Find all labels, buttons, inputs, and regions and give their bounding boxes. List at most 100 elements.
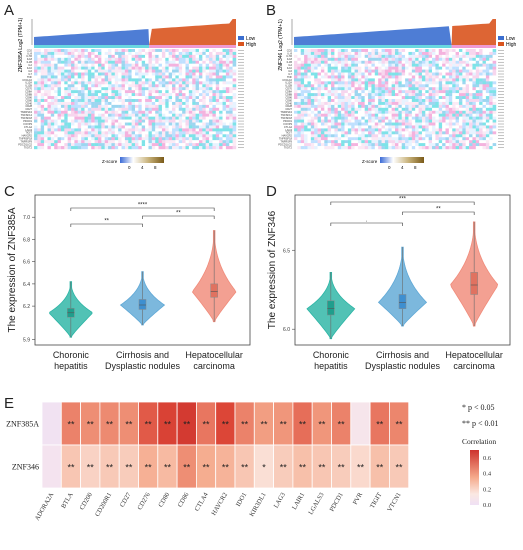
heatmap-cell xyxy=(418,128,423,132)
heatmap-cell xyxy=(425,143,429,147)
heatmap-cell xyxy=(168,113,173,117)
heatmap-cell xyxy=(60,69,65,73)
heatmap-cell xyxy=(428,81,433,85)
heatmap-cell xyxy=(391,81,396,85)
heatmap-cell xyxy=(438,63,443,67)
heatmap-cell xyxy=(131,119,136,123)
heatmap-cell xyxy=(232,113,237,117)
heatmap-cell xyxy=(445,81,450,85)
heatmap-cell xyxy=(81,87,85,91)
heatmap-cell xyxy=(492,140,497,144)
heatmap-cell xyxy=(71,125,75,129)
heatmap-cell xyxy=(354,113,359,117)
heatmap-cell xyxy=(60,96,65,100)
heatmap-cell xyxy=(212,49,216,53)
heatmap-cell xyxy=(442,143,446,147)
heatmap-cell xyxy=(64,113,68,117)
heatmap-cell xyxy=(111,125,115,129)
heatmap-cell xyxy=(40,113,45,117)
significance-note: * p < 0.05 xyxy=(462,403,495,412)
heatmap-cell xyxy=(479,60,483,64)
heatmap-cell xyxy=(219,113,223,117)
heatmap-cell xyxy=(398,125,402,129)
heatmap-cell xyxy=(415,99,419,103)
heatmap-cell xyxy=(317,134,322,138)
heatmap-cell xyxy=(344,93,349,97)
heatmap-cell xyxy=(324,66,328,70)
heatmap-cell xyxy=(97,69,102,73)
heatmap-cell xyxy=(34,49,38,53)
heatmap-cell xyxy=(128,134,132,138)
heatmap-cell xyxy=(415,134,419,138)
heatmap-cell xyxy=(135,93,139,97)
heatmap-cell xyxy=(401,104,406,109)
heatmap-cell xyxy=(455,134,460,138)
heatmap-cell xyxy=(307,134,312,138)
heatmap-cell xyxy=(101,54,105,59)
heatmap-cell xyxy=(485,78,490,82)
heatmap-cell xyxy=(148,75,153,79)
heatmap-cell xyxy=(155,78,159,82)
legend-colorbar xyxy=(470,450,479,505)
heatmap-cell xyxy=(54,99,58,103)
heatmap-cell xyxy=(114,54,119,59)
significance-bracket xyxy=(330,201,475,205)
heatmap-cell xyxy=(331,113,335,117)
heatmap-cell xyxy=(202,128,206,132)
heatmap-cell xyxy=(74,63,78,67)
heatmap-cell xyxy=(131,137,136,141)
heatmap-cell xyxy=(357,63,362,67)
heatmap-cell xyxy=(198,60,203,64)
heatmap-cell xyxy=(378,110,382,114)
heatmap-cell xyxy=(344,134,349,138)
significance-stars: ** xyxy=(299,463,307,473)
heatmap-cell xyxy=(354,54,359,59)
heatmap-cell xyxy=(421,66,426,70)
heatmap-cell xyxy=(331,93,335,97)
heatmap-cell xyxy=(438,131,443,135)
heatmap-cell xyxy=(219,84,223,88)
heatmap-cell xyxy=(458,146,463,150)
heatmap-cell xyxy=(354,63,359,67)
heatmap-cell xyxy=(195,125,200,129)
significance-stars: ** xyxy=(164,420,172,430)
heatmap-cell xyxy=(108,101,112,106)
high-expression-area xyxy=(149,19,236,45)
heatmap-cell xyxy=(34,90,38,94)
heatmap-cell xyxy=(91,81,95,85)
zscore-tick-4: 4 xyxy=(141,165,144,170)
heatmap-cell xyxy=(182,87,186,91)
heatmap-cell xyxy=(91,93,95,97)
panel-b-legend: Low High xyxy=(498,36,517,48)
heatmap-cell xyxy=(435,63,439,67)
heatmap-cell xyxy=(114,122,119,126)
heatmap-cell xyxy=(327,104,332,109)
heatmap-cell xyxy=(87,78,92,82)
heatmap-cell xyxy=(212,137,216,141)
heatmap-cell xyxy=(482,54,487,59)
heatmap-cell xyxy=(327,87,332,91)
heatmap-cell xyxy=(472,99,476,103)
heatmap-cell xyxy=(161,63,166,67)
heatmap-cell xyxy=(172,84,176,88)
heatmap-cell xyxy=(475,96,480,100)
heatmap-cell xyxy=(421,57,426,61)
heatmap-cell xyxy=(60,63,65,67)
heatmap-cell xyxy=(391,69,396,73)
heatmap-cell xyxy=(435,66,439,70)
heatmap-cell xyxy=(44,146,48,150)
heatmap-cell xyxy=(77,104,82,109)
heatmap-cell xyxy=(381,137,386,141)
heatmap-cell xyxy=(317,90,322,94)
heatmap-cell xyxy=(374,49,379,53)
heatmap-cell xyxy=(135,78,139,82)
heatmap-cell xyxy=(185,81,190,85)
heatmap-cell xyxy=(104,134,109,138)
heatmap-cell xyxy=(351,87,355,91)
heatmap-cell xyxy=(104,116,109,120)
heatmap-cell xyxy=(47,66,52,70)
heatmap-cell xyxy=(421,75,426,79)
heatmap-cell xyxy=(421,51,426,56)
heatmap-cell xyxy=(428,116,433,120)
heatmap-cell xyxy=(448,131,453,135)
